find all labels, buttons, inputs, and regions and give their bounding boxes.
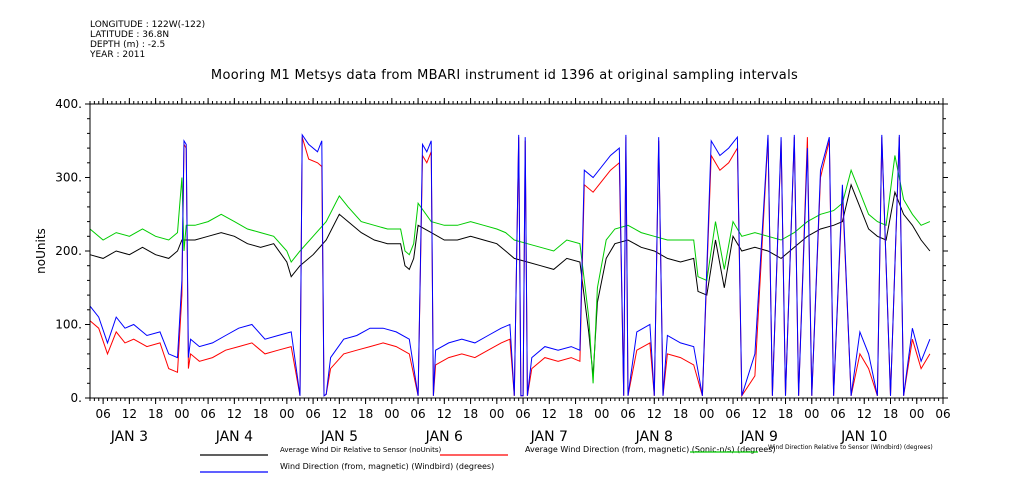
- legend-label-2: Average Wind Direction (from, magnetic) …: [525, 445, 775, 454]
- x-tick-label: 18: [673, 407, 688, 421]
- x-tick-label: 06: [305, 407, 320, 421]
- day-label: JAN 8: [635, 429, 673, 445]
- x-tick-label: 00: [174, 407, 189, 421]
- x-tick-label: 18: [778, 407, 793, 421]
- series-layer: [89, 133, 931, 398]
- legend-label-1: Average Wind Dir Relative to Sensor (noU…: [280, 446, 441, 454]
- y-tick-label: 200.: [55, 244, 82, 258]
- series-line-3: [89, 155, 931, 384]
- chart-title: Mooring M1 Metsys data from MBARI instru…: [210, 68, 799, 83]
- x-tick-label: 00: [279, 407, 294, 421]
- x-tick-label: 06: [515, 407, 530, 421]
- day-label: JAN 3: [110, 429, 148, 445]
- axis-layer: 0. 100. 200. 300. 400. 06 12 18 00 06 12 18 00 06 12 18…: [55, 97, 950, 445]
- x-tick-label: 06: [725, 407, 740, 421]
- dataset-metadata: LONGITUDE : 122W(-122) LATITUDE : 36.8N …: [90, 20, 205, 60]
- x-tick-label: 06: [935, 407, 950, 421]
- x-tick-label: 06: [95, 407, 110, 421]
- latitude-label: LATITUDE : 36.8N: [90, 30, 170, 40]
- x-tick-label: 00: [804, 407, 819, 421]
- x-tick-label: 00: [489, 407, 504, 421]
- y-tick-label: 400.: [55, 97, 82, 111]
- day-label: JAN 6: [425, 429, 463, 445]
- x-tick-label: 00: [699, 407, 714, 421]
- legend-label-4: Wind Direction (from, magnetic) (Windbir…: [280, 462, 494, 471]
- series-line-1: [89, 183, 931, 376]
- x-tick-label: 18: [358, 407, 373, 421]
- x-tick-label: 18: [463, 407, 478, 421]
- legend-label-3: Wind Direction Relative to Sensor (Windb…: [768, 444, 933, 451]
- x-tick-label: 18: [568, 407, 583, 421]
- y-axis-label: noUnits: [34, 228, 48, 274]
- x-tick-label: 12: [542, 407, 557, 421]
- x-tick-label: 18: [883, 407, 898, 421]
- x-tick-label: 06: [410, 407, 425, 421]
- x-tick-label: 00: [384, 407, 399, 421]
- x-tick-label: 12: [647, 407, 662, 421]
- series-line-2: [89, 136, 931, 398]
- x-tick-label: 06: [620, 407, 635, 421]
- x-tick-label: 06: [830, 407, 845, 421]
- y-tick-label: 300.: [55, 171, 82, 185]
- x-tick-label: 18: [253, 407, 268, 421]
- x-tick-label: 00: [909, 407, 924, 421]
- longitude-label: LONGITUDE : 122W(-122): [90, 20, 206, 30]
- x-tick-label: 00: [594, 407, 609, 421]
- x-tick-label: 18: [148, 407, 163, 421]
- x-tick-label: 12: [227, 407, 242, 421]
- x-tick-label: 06: [200, 407, 215, 421]
- day-label: JAN 10: [840, 429, 887, 445]
- x-tick-label: 12: [752, 407, 767, 421]
- year-label: YEAR : 2011: [90, 50, 146, 60]
- legend: Average Wind Dir Relative to Sensor (noU…: [200, 444, 933, 473]
- series-line-4: [89, 133, 931, 397]
- day-label: JAN 7: [530, 429, 568, 445]
- depth-label: DEPTH (m) : -2.5: [90, 40, 166, 50]
- x-tick-label: 12: [332, 407, 347, 421]
- y-tick-label: 0.: [71, 391, 82, 405]
- x-tick-label: 12: [857, 407, 872, 421]
- x-tick-label: 12: [122, 407, 137, 421]
- x-tick-label: 12: [437, 407, 452, 421]
- day-label: JAN 5: [320, 429, 358, 445]
- day-label: JAN 4: [215, 429, 253, 445]
- day-label: JAN 9: [740, 429, 778, 445]
- y-tick-label: 100.: [55, 318, 82, 332]
